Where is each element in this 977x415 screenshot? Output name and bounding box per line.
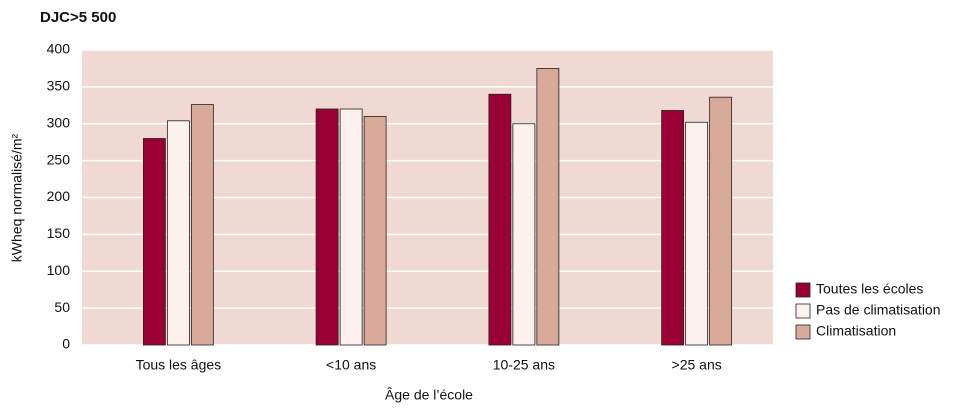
y-tick-label: 350 (47, 78, 71, 94)
bar (488, 93, 512, 346)
bar (166, 120, 190, 346)
y-tick-label: 200 (47, 188, 71, 204)
bar (142, 138, 166, 346)
legend-swatch (795, 324, 811, 340)
bar (190, 104, 214, 346)
bar (536, 68, 560, 346)
x-tick-label: Tous les âges (136, 357, 222, 373)
y-tick-label: 50 (54, 299, 70, 315)
y-tick-label: 300 (47, 114, 71, 130)
bar (512, 123, 536, 346)
y-tick-label: 150 (47, 225, 71, 241)
y-tick-label: 250 (47, 151, 71, 167)
bar (315, 108, 339, 346)
bar (709, 96, 733, 346)
y-axis-label: kWheq normalisé/m² (9, 133, 25, 262)
legend-label: Pas de climatisation (816, 302, 941, 318)
y-tick-label: 0 (62, 336, 70, 352)
legend-swatch (795, 282, 811, 298)
y-tick-label: 100 (47, 262, 71, 278)
legend-swatch (795, 303, 811, 319)
bar (363, 115, 387, 346)
legend-label: Toutes les écoles (816, 281, 923, 297)
x-tick-label: <10 ans (326, 357, 376, 373)
x-tick-label: >25 ans (672, 357, 722, 373)
bar (661, 110, 685, 346)
legend-label: Climatisation (816, 323, 896, 339)
bar (339, 108, 363, 346)
x-tick-label: 10-25 ans (493, 357, 555, 373)
x-axis-label: Âge de l’école (385, 387, 473, 403)
bar (685, 121, 709, 346)
y-tick-label: 400 (47, 41, 71, 57)
chart-title: DJC>5 500 (40, 9, 116, 26)
